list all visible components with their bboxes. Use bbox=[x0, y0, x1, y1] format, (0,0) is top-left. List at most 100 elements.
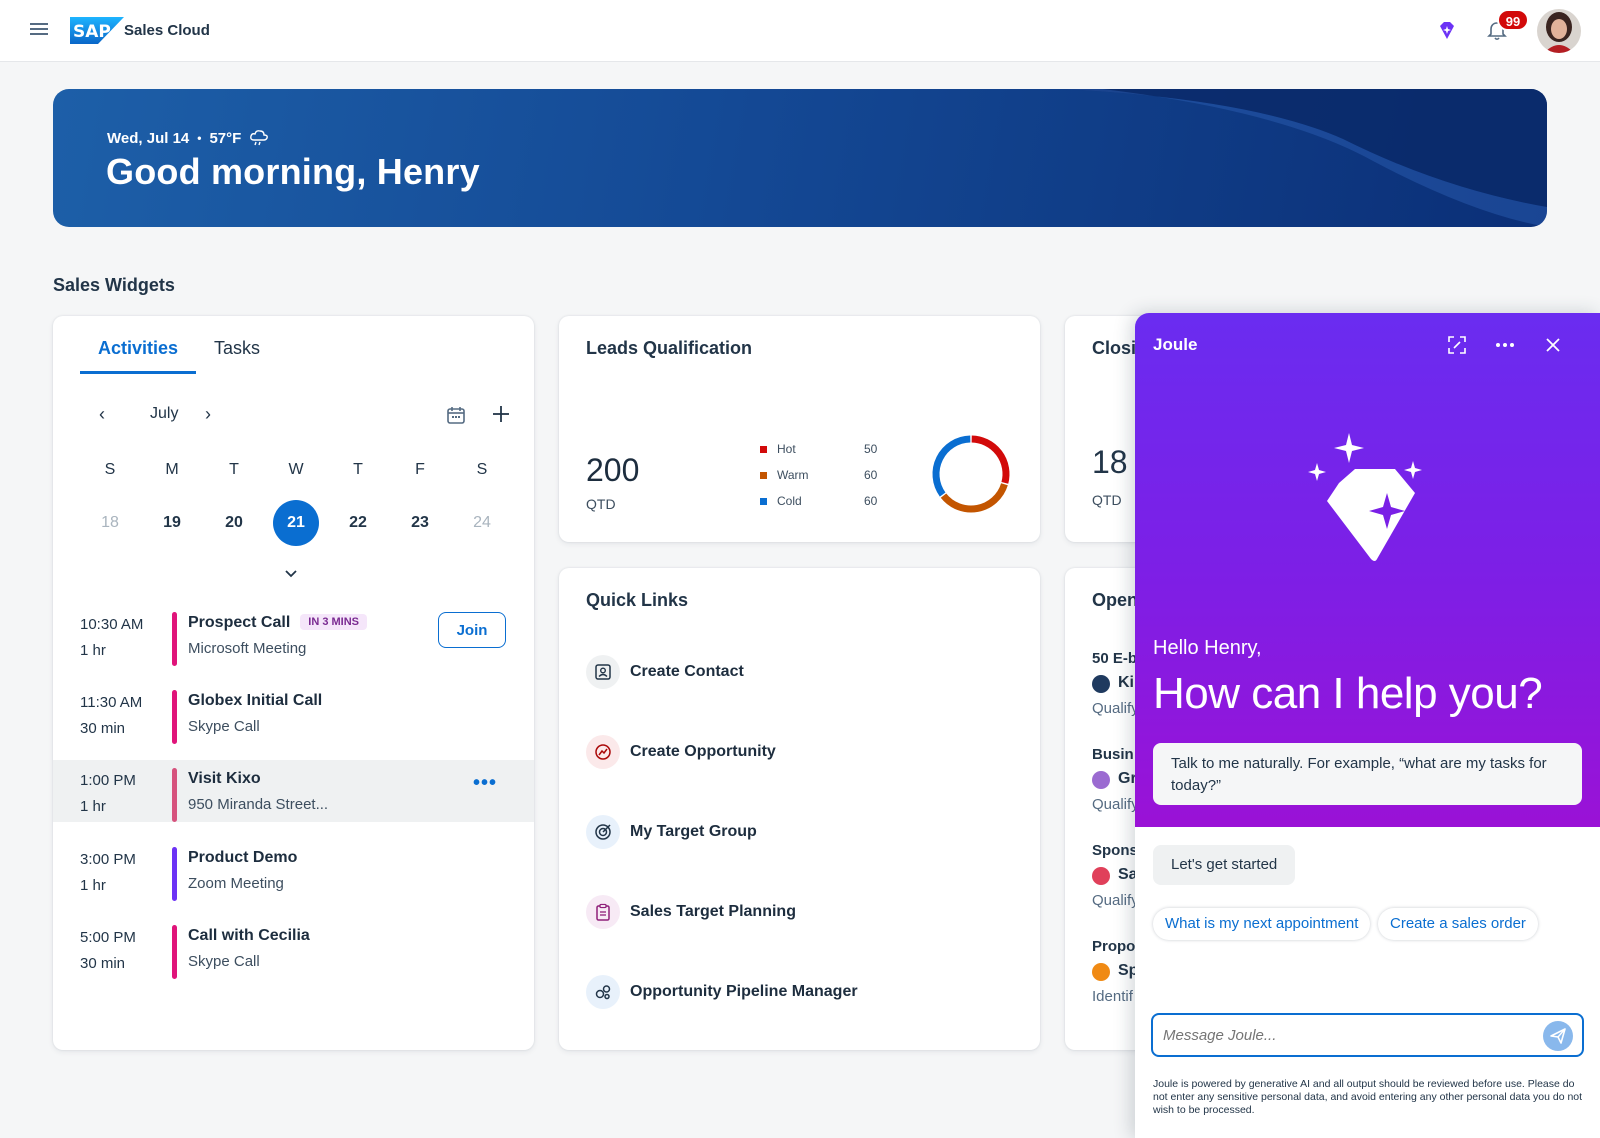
open-item-title: 50 E-b bbox=[1092, 650, 1138, 667]
more-options-icon[interactable]: ••• bbox=[473, 772, 498, 794]
expand-icon[interactable] bbox=[1445, 333, 1469, 357]
activity-color-bar bbox=[172, 847, 177, 901]
add-icon[interactable] bbox=[489, 402, 513, 426]
quick-link-opportunity-pipeline-manager[interactable]: Opportunity Pipeline Manager bbox=[586, 974, 858, 1010]
selected-date-label: 21 bbox=[273, 500, 319, 546]
weekday-label: W bbox=[288, 461, 304, 478]
leads-donut-chart[interactable] bbox=[930, 433, 1012, 515]
shell-bar: SAP Sales Cloud 99 bbox=[0, 0, 1600, 62]
activity-color-bar bbox=[172, 690, 177, 744]
calendar-date[interactable]: 18 bbox=[101, 514, 119, 531]
quick-link-create-contact[interactable]: Create Contact bbox=[586, 654, 744, 690]
calendar-date-selected[interactable]: 21 bbox=[265, 500, 327, 546]
calendar-date[interactable]: 22 bbox=[349, 514, 367, 531]
activity-item[interactable]: 10:30 AM 1 hr Prospect Call IN 3 MINS Micr… bbox=[53, 612, 534, 678]
weather-cloud-rain-icon bbox=[250, 130, 269, 146]
weekday-label: T bbox=[353, 461, 363, 478]
open-item-account: Sa bbox=[1118, 866, 1138, 883]
open-item-title: Propo bbox=[1092, 938, 1136, 955]
calendar-date[interactable]: 23 bbox=[411, 514, 429, 531]
chevron-left-icon[interactable]: ‹ bbox=[99, 404, 105, 424]
joule-prompt-title: How can I help you? bbox=[1153, 669, 1543, 718]
quick-links-card: Quick Links Create Contact Create Opport… bbox=[559, 568, 1040, 1050]
close-icon[interactable] bbox=[1541, 333, 1565, 357]
joule-diamond-icon[interactable] bbox=[1436, 20, 1458, 42]
weekday-label: S bbox=[104, 461, 116, 478]
activity-time: 5:00 PM 30 min bbox=[80, 929, 136, 972]
quick-link-label: Opportunity Pipeline Manager bbox=[630, 983, 858, 1000]
join-button[interactable]: Join bbox=[438, 612, 506, 648]
chart-legend: Hot 50 Warm 60 Cold 60 bbox=[760, 442, 892, 520]
activity-title: Globex Initial Call bbox=[188, 692, 323, 709]
activity-title: Visit Kixo bbox=[188, 770, 261, 787]
activities-tabs: Activities Tasks bbox=[80, 328, 278, 374]
weekday-label: S bbox=[476, 461, 488, 478]
leads-qualification-card[interactable]: Leads Qualification 200 QTD Hot 50 Warm 60… bbox=[559, 316, 1040, 542]
open-item-status: Qualify bbox=[1092, 892, 1139, 909]
lets-get-started-message: Let's get started bbox=[1153, 845, 1296, 885]
joule-greeting: Hello Henry, bbox=[1153, 637, 1262, 659]
send-icon[interactable] bbox=[1543, 1021, 1573, 1051]
activity-time: 3:00 PM 1 hr bbox=[80, 851, 136, 894]
open-item-title: Spons bbox=[1092, 842, 1138, 859]
leads-total-label: QTD bbox=[586, 496, 616, 512]
leads-total: 200 bbox=[586, 452, 640, 488]
chevron-down-icon[interactable] bbox=[283, 566, 299, 582]
week-dates: 18 19 20 21 22 23 24 bbox=[79, 500, 513, 546]
status-badge: IN 3 MINS bbox=[300, 614, 367, 630]
notification-badge: 99 bbox=[1497, 9, 1529, 31]
suggestion-chip-next-appointment[interactable]: What is my next appointment bbox=[1153, 908, 1371, 940]
activity-color-bar bbox=[172, 612, 177, 666]
suggestion-chip-create-sales-order[interactable]: Create a sales order bbox=[1378, 908, 1538, 940]
open-item-status: Qualify bbox=[1092, 700, 1139, 717]
quick-link-my-target-group[interactable]: My Target Group bbox=[586, 814, 757, 850]
calendar-date[interactable]: 20 bbox=[225, 514, 243, 531]
weekday-label: F bbox=[415, 461, 425, 478]
quick-link-label: Create Opportunity bbox=[630, 743, 776, 760]
donut-slice-hot[interactable] bbox=[971, 435, 1010, 484]
menu-icon[interactable] bbox=[30, 22, 48, 36]
quick-link-create-opportunity[interactable]: Create Opportunity bbox=[586, 734, 776, 770]
user-avatar[interactable] bbox=[1537, 9, 1581, 53]
calendar-date[interactable]: 24 bbox=[473, 514, 491, 531]
account-logo-icon bbox=[1092, 675, 1110, 693]
tab-activities[interactable]: Activities bbox=[80, 328, 197, 374]
activity-time: 10:30 AM 1 hr bbox=[80, 616, 144, 659]
activity-time: 11:30 AM 30 min bbox=[80, 694, 143, 737]
activity-subtitle: 950 Miranda Street... bbox=[188, 796, 329, 813]
activity-item[interactable]: 5:00 PM 30 min Call with Cecilia Skype Ca… bbox=[53, 925, 534, 991]
open-item-account: Sp bbox=[1118, 962, 1139, 979]
sap-logo[interactable]: SAP bbox=[70, 17, 124, 44]
donut-slice-warm[interactable] bbox=[940, 483, 1008, 513]
legend-item: Warm 60 bbox=[760, 468, 892, 494]
calendar-icon[interactable] bbox=[445, 404, 467, 426]
joule-disclaimer: Joule is powered by generative AI and al… bbox=[1153, 1078, 1583, 1116]
quick-link-label: My Target Group bbox=[630, 823, 757, 840]
quick-link-sales-target-planning[interactable]: Sales Target Planning bbox=[586, 894, 796, 930]
greeting-title: Good morning, Henry bbox=[106, 151, 480, 192]
activities-card: Activities Tasks ‹ July › S M T W T F S … bbox=[53, 316, 534, 1050]
legend-item: Hot 50 bbox=[760, 442, 892, 468]
closing-value: 18 bbox=[1092, 444, 1128, 480]
banner-date-weather: Wed, Jul 14 • 57°F bbox=[107, 129, 269, 147]
activity-title: Call with Cecilia bbox=[188, 927, 310, 944]
activity-subtitle: Zoom Meeting bbox=[188, 875, 284, 892]
activity-item[interactable]: 1:00 PM 1 hr Visit Kixo 950 Miranda Stree… bbox=[53, 760, 534, 822]
activity-item[interactable]: 3:00 PM 1 hr Product Demo Zoom Meeting bbox=[53, 847, 534, 913]
pipeline-icon bbox=[586, 975, 620, 1009]
quick-link-label: Sales Target Planning bbox=[630, 903, 796, 920]
activity-color-bar bbox=[172, 768, 177, 822]
banner-date: Wed, Jul 14 bbox=[107, 129, 190, 147]
joule-sparkle-diamond-icon bbox=[1308, 433, 1422, 561]
product-name: Sales Cloud bbox=[124, 22, 210, 39]
activity-item[interactable]: 11:30 AM 30 min Globex Initial Call Skype… bbox=[53, 690, 534, 756]
calendar-date[interactable]: 19 bbox=[163, 514, 181, 531]
donut-slice-cold[interactable] bbox=[932, 435, 971, 497]
target-icon bbox=[586, 815, 620, 849]
chevron-right-icon[interactable]: › bbox=[205, 404, 211, 424]
more-options-icon[interactable] bbox=[1493, 333, 1517, 357]
tab-tasks[interactable]: Tasks bbox=[214, 338, 261, 358]
joule-message-input[interactable] bbox=[1163, 1024, 1523, 1046]
activity-title: Prospect Call IN 3 MINS bbox=[188, 614, 367, 632]
activity-subtitle: Skype Call bbox=[188, 718, 260, 735]
